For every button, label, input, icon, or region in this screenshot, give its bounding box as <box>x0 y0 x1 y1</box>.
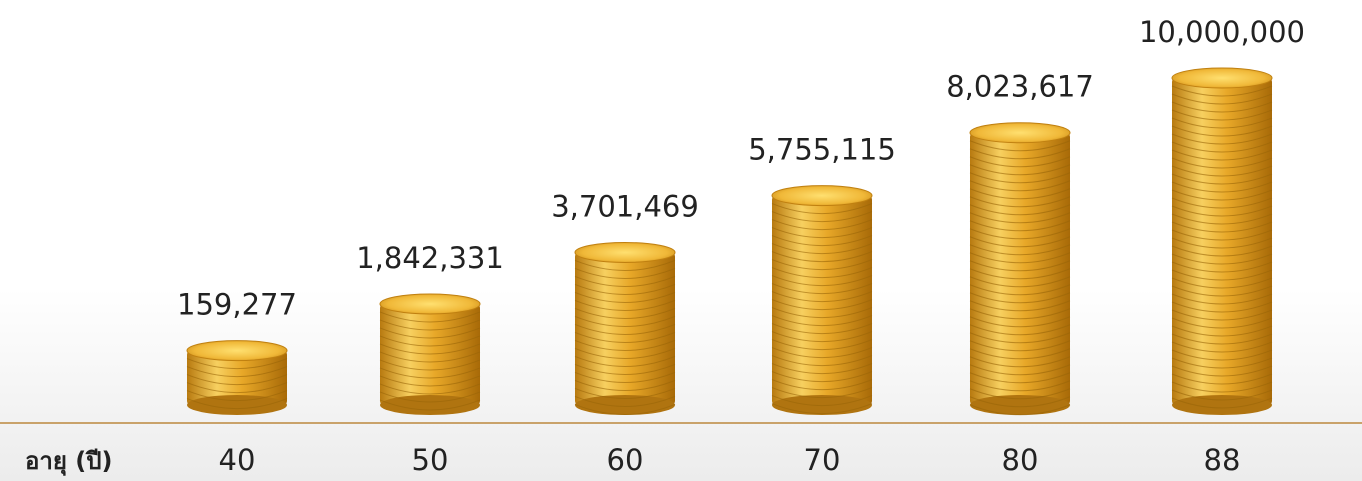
value-label: 1,842,331 <box>356 241 504 275</box>
value-label: 159,277 <box>177 288 297 322</box>
value-label: 5,755,115 <box>748 133 896 167</box>
value-label: 10,000,000 <box>1139 15 1305 49</box>
coin-stack <box>970 123 1070 415</box>
coin-stack <box>575 242 675 415</box>
coin-top <box>575 242 675 262</box>
chart: อายุ (ปี) 40 159,277 50 1,842,331 60 3,701,46… <box>0 0 1362 481</box>
x-tick-label: 70 <box>804 443 841 477</box>
x-tick-label: 50 <box>412 443 449 477</box>
x-tick-label: 40 <box>219 443 256 477</box>
coin-bottom <box>1172 395 1272 415</box>
coin-bottom <box>187 395 287 415</box>
value-label: 3,701,469 <box>551 189 699 223</box>
coin-stack <box>380 294 480 415</box>
coin-stack-body <box>1172 78 1272 405</box>
coin-top <box>380 294 480 314</box>
coin-stack <box>1172 68 1272 415</box>
coin-bottom <box>970 395 1070 415</box>
x-axis-label: อายุ (ปี) <box>25 447 112 477</box>
coin-stack <box>187 341 287 415</box>
coin-stack-body <box>970 133 1070 405</box>
x-tick-label: 80 <box>1002 443 1039 477</box>
coin-top <box>187 341 287 361</box>
value-label: 8,023,617 <box>946 70 1094 104</box>
x-tick-label: 88 <box>1204 443 1241 477</box>
coin-top <box>970 123 1070 143</box>
coin-stack-body <box>380 304 480 405</box>
coin-top <box>1172 68 1272 88</box>
coin-top <box>772 186 872 206</box>
coin-stack <box>772 186 872 415</box>
x-tick-label: 60 <box>607 443 644 477</box>
